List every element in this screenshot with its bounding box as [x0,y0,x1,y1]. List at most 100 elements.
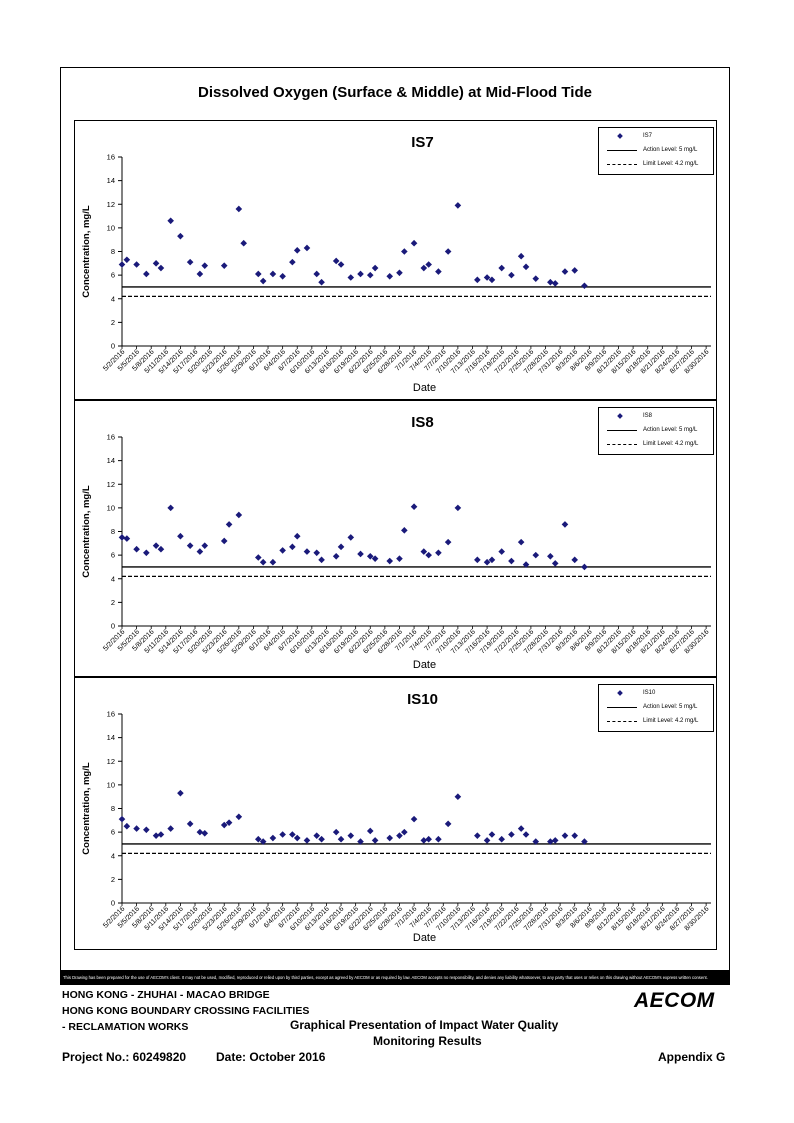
data-point [371,555,379,562]
data-point [357,270,364,278]
data-point [444,820,452,828]
chart-title: IS7 [411,134,434,151]
data-point [152,832,160,839]
data-point [547,553,554,560]
data-point [517,538,525,546]
data-point [332,553,340,560]
data-point [571,267,579,274]
data-point [293,247,301,254]
data-point [396,555,403,562]
data-point [157,831,165,838]
x-axis-label: Date [413,932,436,944]
legend-limit-line [603,717,639,727]
data-point [303,244,311,252]
data-point [118,261,126,268]
data-point [293,532,301,540]
data-point [347,274,355,281]
legend-limit-line-glyph [607,444,637,445]
project-name-line1: HONG KONG - ZHUHAI - MACAO BRIDGE [62,989,270,1001]
data-point [186,542,194,549]
legend-series-marker [603,132,639,142]
data-point [303,837,311,844]
y-tick-label: 6 [111,271,115,280]
data-point [332,828,340,836]
data-point [289,831,296,838]
y-tick-label: 2 [111,598,115,607]
project-number: Project No.: 60249820 [62,1050,187,1064]
data-point [118,534,126,541]
data-point [366,827,374,835]
data-point [313,549,321,557]
legend-entry: Action Level: 5 mg/L [603,426,713,436]
data-point [254,835,262,843]
legend-entry: Limit Level: 4.2 mg/L [603,440,713,450]
data-point [454,793,462,800]
y-tick-label: 10 [107,780,115,789]
data-point [279,273,286,280]
data-point [371,264,379,272]
legend-series-marker-glyph [617,413,623,419]
y-tick-label: 10 [107,223,115,232]
data-point [235,205,243,213]
data-point [508,271,515,279]
legend-entry: Action Level: 5 mg/L [603,703,713,713]
x-axis-label: Date [413,382,436,394]
data-point [235,511,243,519]
y-tick-label: 4 [111,851,115,860]
data-point [401,248,408,255]
data-point [201,830,209,837]
data-point [488,831,496,838]
data-point [420,264,428,272]
data-point [254,554,262,561]
data-point [581,563,588,571]
data-point [133,261,140,268]
data-point [547,278,554,286]
y-tick-label: 6 [111,828,115,837]
data-point [225,521,233,528]
y-tick-label: 12 [107,757,115,766]
y-tick-label: 14 [107,176,115,185]
data-point [167,217,174,225]
legend-action-line [603,703,639,713]
y-axis-label: Concentration, mg/L [81,205,92,298]
data-point [488,276,496,284]
data-point [522,263,530,271]
chart-title: IS8 [411,414,434,431]
data-point [143,826,150,834]
data-point [357,550,364,558]
y-tick-label: 14 [107,456,115,465]
data-point [279,831,286,838]
legend-label: Action Level: 5 mg/L [643,704,698,710]
legend-limit-line [603,440,639,450]
legend-limit-line-glyph [607,164,637,165]
data-point [410,239,418,247]
y-tick-label: 8 [111,527,115,536]
data-point [143,549,150,557]
data-point [337,261,345,268]
legend-series-marker-glyph [617,690,623,696]
data-point [143,270,150,278]
data-point [474,832,481,839]
y-tick-label: 8 [111,247,115,256]
data-point [313,270,321,278]
data-point [425,835,432,843]
data-point [123,535,131,542]
data-point [196,270,204,278]
chart-panel-is10: IS10 0 2 4 6 8 10 12 14 16 Concentration, mg/L 5/2/… [74,677,717,950]
data-point [318,835,325,843]
data-point [240,239,247,247]
data-point [259,277,267,285]
y-tick-label: 0 [111,899,115,908]
data-point [220,821,228,829]
data-point [347,534,355,541]
legend-label: IS7 [643,133,653,139]
data-point [157,545,165,553]
y-tick-label: 16 [107,153,115,162]
data-point [366,271,374,279]
data-point [425,261,432,268]
data-point [483,274,491,281]
data-point [498,548,505,555]
data-point [318,278,325,286]
disclaimer-text: This Drawing has been prepared for the u… [60,970,730,985]
data-point [332,257,340,265]
